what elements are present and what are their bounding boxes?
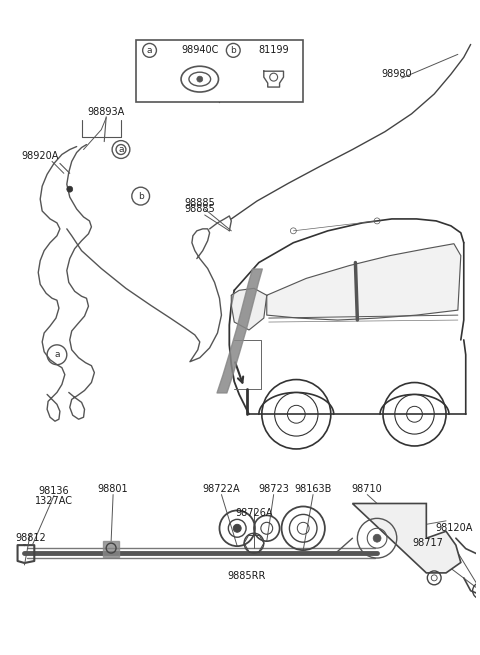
Text: 9885RR: 9885RR	[228, 571, 266, 581]
Text: 98801: 98801	[98, 483, 129, 494]
Text: 98812: 98812	[15, 533, 46, 543]
Text: 98710: 98710	[352, 483, 383, 494]
Text: 98940C: 98940C	[181, 45, 218, 56]
Text: 98885: 98885	[184, 204, 215, 214]
Polygon shape	[267, 244, 461, 320]
Text: b: b	[138, 192, 144, 200]
Ellipse shape	[189, 72, 211, 86]
Text: 98723: 98723	[258, 483, 289, 494]
Text: 98717: 98717	[413, 538, 444, 548]
Text: 98136: 98136	[39, 485, 69, 496]
Ellipse shape	[181, 66, 218, 92]
Circle shape	[67, 186, 72, 192]
Text: 98920A: 98920A	[22, 151, 59, 162]
Text: 98726A: 98726A	[235, 508, 273, 518]
Polygon shape	[231, 288, 267, 330]
Text: 1327AC: 1327AC	[35, 496, 73, 506]
Text: 98163B: 98163B	[294, 483, 332, 494]
Text: 98893A: 98893A	[87, 107, 125, 117]
Circle shape	[197, 76, 203, 82]
Polygon shape	[103, 541, 119, 557]
Text: a: a	[118, 145, 124, 154]
Text: 98980: 98980	[382, 69, 412, 79]
Polygon shape	[352, 504, 461, 573]
Text: 98120A: 98120A	[435, 523, 473, 533]
Text: b: b	[230, 46, 236, 55]
Text: a: a	[54, 350, 60, 359]
Text: 98885: 98885	[184, 198, 215, 208]
Bar	[136, 41, 303, 102]
Text: a: a	[147, 46, 152, 55]
Text: 81199: 81199	[258, 45, 289, 56]
Circle shape	[233, 524, 241, 533]
Text: 98722A: 98722A	[203, 483, 240, 494]
Circle shape	[373, 534, 381, 542]
